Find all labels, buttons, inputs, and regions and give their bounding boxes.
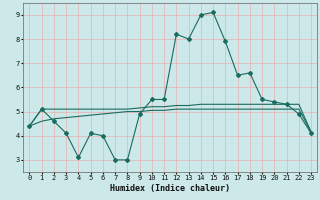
X-axis label: Humidex (Indice chaleur): Humidex (Indice chaleur) [110,184,230,193]
